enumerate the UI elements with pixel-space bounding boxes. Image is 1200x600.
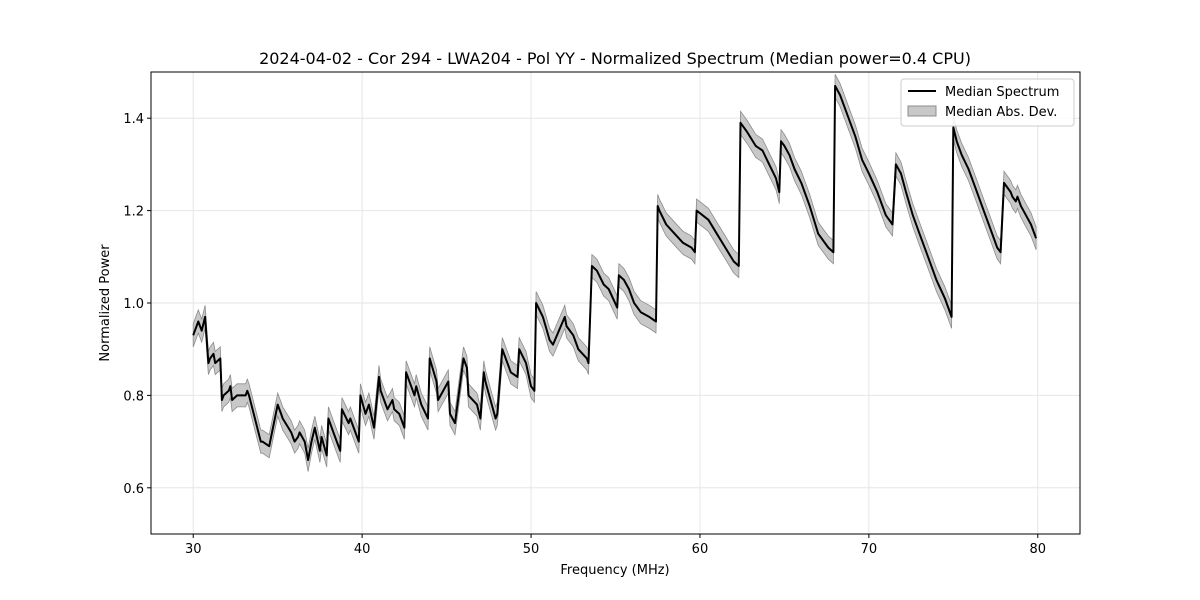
y-tick-label: 1.4 (123, 112, 144, 127)
x-tick-label: 40 (354, 542, 371, 557)
y-tick-label: 0.6 (123, 482, 144, 497)
y-tick-label: 0.8 (123, 389, 144, 404)
legend-box (900, 78, 1075, 127)
legend: Median Spectrum Median Abs. Dev. (900, 78, 1075, 127)
y-axis-label: Normalized Power (98, 244, 113, 362)
data-layer (192, 74, 1038, 472)
legend-swatch-median-abs-dev (907, 105, 937, 117)
median-spectrum-line (192, 84, 1038, 462)
tick-layer: 30 40 50 60 70 80 0.6 0.8 1.0 1.2 1.4 (123, 112, 1046, 557)
legend-label-median-abs-dev: Median Abs. Dev. (945, 105, 1057, 120)
x-tick-label: 50 (523, 542, 540, 557)
x-tick-label: 80 (1029, 542, 1046, 557)
x-tick-label: 60 (692, 542, 709, 557)
x-axis-label: Frequency (MHz) (560, 563, 669, 578)
x-tick-label: 70 (861, 542, 878, 557)
y-tick-label: 1.2 (123, 205, 144, 220)
chart-title: 2024-04-02 - Cor 294 - LWA204 - Pol YY -… (259, 49, 971, 68)
legend-label-median-spectrum: Median Spectrum (945, 85, 1059, 100)
y-tick-label: 1.0 (123, 297, 144, 312)
x-tick-label: 30 (185, 542, 202, 557)
median-abs-dev-band (192, 74, 1037, 472)
